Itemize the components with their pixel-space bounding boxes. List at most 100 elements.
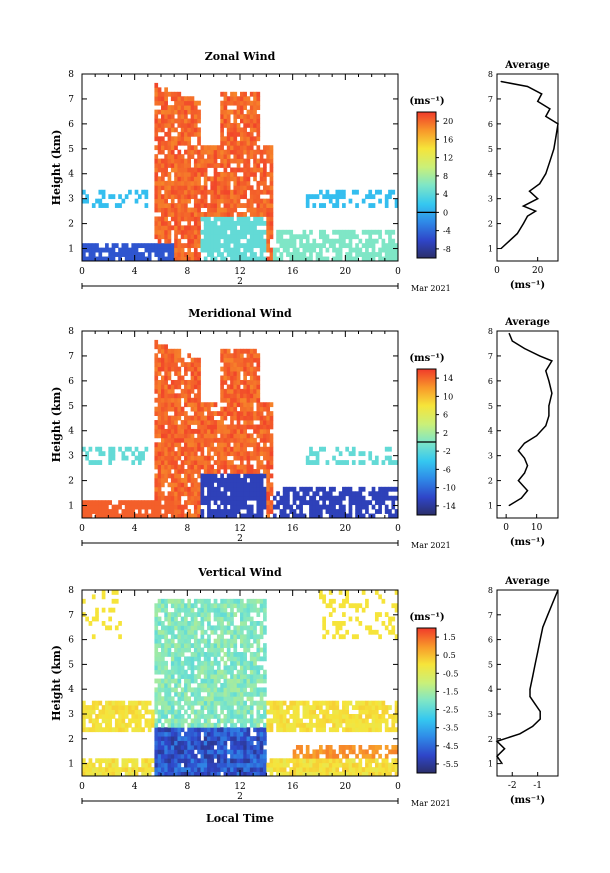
profile-point [504, 748, 506, 750]
profile-y-tick-label: 7 [488, 95, 493, 104]
x-tick-label: 0 [79, 782, 85, 792]
colorbar-tick-label: -2 [443, 447, 451, 456]
x-tick-label: 8 [184, 267, 190, 277]
colorbar-tick-label: -4.5 [443, 742, 458, 751]
profile-y-tick-label: 6 [488, 636, 493, 645]
profile-point [522, 223, 525, 225]
date-label: Mar 2021 [411, 284, 451, 293]
y-axis-label: Height (km) [50, 130, 63, 206]
profile-point [548, 405, 550, 407]
profile-y-tick-label: 4 [488, 427, 493, 436]
y-tick-label: 2 [68, 477, 74, 487]
colorbar-tick-label: -8 [443, 245, 451, 254]
colorbar-tick-label: 0 [443, 208, 448, 217]
profile-y-tick-label: 6 [488, 377, 493, 386]
panel-3 [81, 589, 559, 804]
profile-point [545, 425, 547, 427]
profile-y-tick-label: 2 [488, 477, 493, 486]
profile-point [508, 504, 510, 507]
profile-point [551, 360, 553, 362]
profile-point [539, 710, 541, 713]
x-tick-label: 4 [132, 524, 138, 534]
profile-x-tick-label: 0 [503, 523, 509, 533]
panel-title: Zonal Wind [205, 50, 276, 63]
profile-point [542, 626, 544, 628]
colorbar-unit: (ms⁻¹) [409, 612, 444, 623]
day-label: 2 [237, 792, 243, 802]
y-tick-label: 5 [68, 145, 74, 155]
y-tick-label: 4 [68, 685, 74, 695]
profile-point [545, 115, 547, 117]
profile-point [541, 93, 543, 95]
profile-point [529, 696, 531, 698]
x-tick-label: 0 [79, 524, 85, 534]
colorbar-tick-label: -5.5 [443, 760, 458, 769]
x-tick-label: 16 [287, 782, 299, 792]
profile-point [496, 740, 498, 742]
profile-line [500, 80, 559, 250]
profile-point [508, 332, 510, 335]
colorbar-tick-label: 10 [443, 392, 453, 401]
profile-point [511, 340, 513, 342]
profile-line [508, 333, 553, 507]
colorbar-tick-label: -0.5 [443, 669, 458, 678]
profile-point [539, 183, 541, 185]
profile-point [549, 108, 551, 110]
profile-point [555, 135, 557, 137]
profile-y-tick-label: 4 [488, 170, 493, 179]
profile-point [553, 148, 555, 150]
profile-point [528, 190, 531, 192]
profile-point [532, 725, 534, 728]
profile-point [526, 490, 529, 492]
profile-point [523, 457, 526, 459]
profile-x-tick-label: 20 [532, 266, 544, 276]
y-tick-label: 7 [68, 611, 74, 621]
x-tick-label: 20 [340, 782, 352, 792]
profile-point [536, 435, 538, 437]
profile-point [496, 755, 498, 757]
profile-point [552, 601, 554, 604]
profile-point [551, 392, 553, 394]
y-tick-label: 7 [68, 95, 74, 105]
x-tick-label: 0 [395, 782, 401, 792]
profile-point [508, 240, 510, 242]
x-tick-label: 12 [234, 267, 245, 277]
profile-y-tick-label: 6 [488, 120, 493, 129]
profile-point [539, 639, 541, 641]
y-tick-label: 3 [68, 195, 74, 205]
colorbar [416, 627, 437, 774]
profile-y-tick-label: 7 [488, 352, 493, 361]
profile-y-tick-label: 5 [488, 660, 493, 669]
profile-y-tick-label: 8 [488, 327, 493, 336]
y-tick-label: 6 [68, 377, 74, 387]
y-tick-label: 5 [68, 402, 74, 412]
profile-point [545, 173, 547, 175]
y-axis-label: Height (km) [50, 645, 63, 721]
y-tick-label: 5 [68, 660, 74, 670]
y-axis-label: Height (km) [50, 387, 63, 463]
profile-point [548, 415, 550, 417]
profile-x-tick-label: -1 [533, 781, 542, 791]
y-tick-label: 3 [68, 710, 74, 720]
profile-y-tick-label: 2 [488, 220, 493, 229]
profile-point [501, 763, 503, 765]
panel-2 [81, 330, 559, 546]
y-tick-label: 1 [68, 502, 74, 512]
heatmap-cells [82, 339, 399, 519]
profile-point [539, 718, 541, 720]
profile-point [516, 233, 518, 235]
heatmap-cells [82, 590, 399, 777]
profile-point [500, 247, 502, 250]
profile-y-tick-label: 8 [488, 70, 493, 79]
date-label: Mar 2021 [411, 799, 451, 808]
x-axis-label: Local Time [206, 812, 274, 825]
heatmap-cells [82, 82, 399, 262]
x-tick-label: 0 [395, 267, 401, 277]
profile-title: Average [504, 576, 550, 587]
profile-y-tick-label: 3 [488, 195, 493, 204]
y-tick-label: 8 [68, 327, 74, 337]
colorbar-tick-label: 8 [443, 172, 448, 181]
profile-title: Average [504, 60, 550, 71]
x-tick-label: 12 [234, 524, 245, 534]
